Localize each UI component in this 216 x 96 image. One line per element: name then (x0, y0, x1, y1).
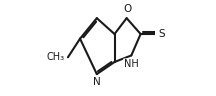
Text: NH: NH (124, 59, 139, 69)
Text: CH₃: CH₃ (47, 52, 65, 62)
Text: O: O (124, 4, 132, 14)
Text: S: S (159, 29, 165, 39)
Text: N: N (93, 77, 101, 87)
